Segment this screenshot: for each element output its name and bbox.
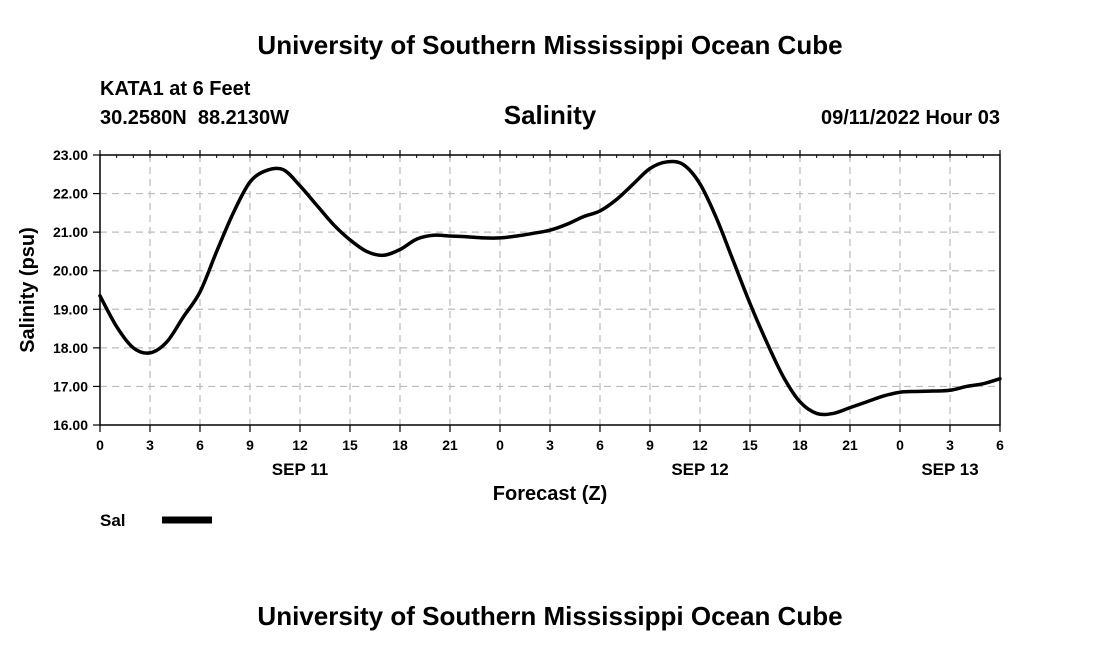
plot-frame <box>99 154 1001 426</box>
x-tick-label: 9 <box>246 437 254 453</box>
forecast-datetime: 09/11/2022 Hour 03 <box>821 107 1000 129</box>
x-tick-label: 6 <box>196 437 204 453</box>
x-axis-label: Forecast (Z) <box>493 483 607 505</box>
station-label: KATA1 at 6 Feet <box>100 78 251 100</box>
x-tick-label: 3 <box>546 437 554 453</box>
y-tick-label: 22.00 <box>53 186 88 202</box>
footer-title: University of Southern Mississippi Ocean… <box>257 601 842 631</box>
salinity-series-line <box>98 159 1002 417</box>
y-tick-label: 17.00 <box>53 378 88 394</box>
x-tick-label: 0 <box>496 437 504 453</box>
chart-title: Salinity <box>504 100 597 130</box>
x-tick-label: 18 <box>392 437 408 453</box>
y-tick-label: 23.00 <box>53 147 88 163</box>
y-tick-label: 19.00 <box>53 301 88 317</box>
date-label: SEP 12 <box>671 460 728 479</box>
x-tick-label: 12 <box>292 437 308 453</box>
y-tick-label: 16.00 <box>53 417 88 433</box>
y-tick-label: 20.00 <box>53 263 88 279</box>
y-tick-label: 18.00 <box>53 340 88 356</box>
date-label: SEP 13 <box>921 460 978 479</box>
x-tick-label: 3 <box>146 437 154 453</box>
x-tick-label: 0 <box>896 437 904 453</box>
x-tick-label: 6 <box>596 437 604 453</box>
x-tick-label: 15 <box>742 437 758 453</box>
x-tick-label: 15 <box>342 437 358 453</box>
legend-label: Sal <box>100 511 126 530</box>
x-tick-label: 12 <box>692 437 708 453</box>
grid-lines <box>100 155 1000 425</box>
header-title: University of Southern Mississippi Ocean… <box>257 30 842 60</box>
x-tick-label: 18 <box>792 437 808 453</box>
x-tick-label: 0 <box>96 437 104 453</box>
y-axis-ticks: 16.00 17.00 18.00 19.00 20.00 21.00 22.00 23.00 <box>53 147 100 433</box>
x-tick-label: 21 <box>842 437 858 453</box>
x-tick-label: 3 <box>946 437 954 453</box>
coordinates-label: 30.2580N 88.2130W <box>100 107 289 129</box>
x-tick-label: 21 <box>442 437 458 453</box>
y-axis-label: Salinity (psu) <box>17 227 39 353</box>
x-tick-label: 6 <box>996 437 1004 453</box>
date-label: SEP 11 <box>272 460 328 479</box>
y-tick-label: 21.00 <box>53 224 88 240</box>
x-axis-ticks: 0 3 6 9 12 15 18 21 0 3 6 9 12 15 18 21 0 3 6 <box>96 150 1004 453</box>
x-tick-label: 9 <box>646 437 654 453</box>
date-labels: SEP 11 SEP 12 SEP 13 <box>272 460 979 479</box>
